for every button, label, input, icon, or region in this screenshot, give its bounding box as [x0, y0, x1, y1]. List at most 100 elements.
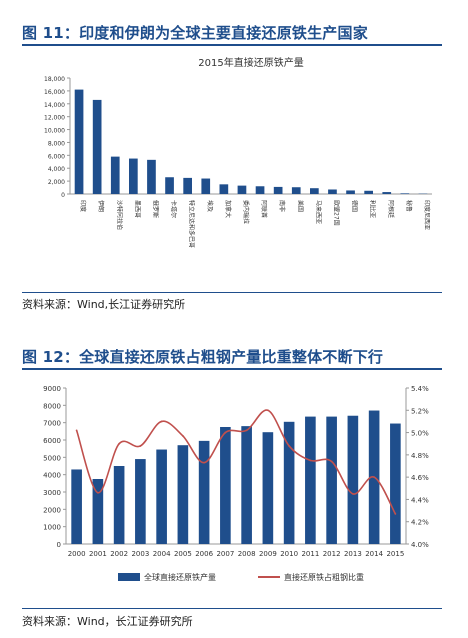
chart-dri-global-trend: 0 1000 2000 3000 4000 5000 6000 7000 8000 9000 4.0… — [43, 385, 429, 582]
chart-1-bar — [237, 185, 247, 194]
chart-2-x-label: 2015 — [386, 550, 404, 558]
chart-1-bar — [74, 89, 84, 194]
chart-1-bar — [219, 184, 229, 194]
chart-1-bar — [129, 158, 138, 194]
chart-1-y-tick-label: 8,000 — [48, 140, 65, 147]
chart-1-x-label: 特立尼达和多巴哥 — [188, 200, 196, 248]
chart-1-x-label: 德国 — [351, 200, 359, 212]
figure-11-source: 资料来源：Wind,长江证券研究所 — [22, 298, 186, 311]
chart-2-bar — [135, 459, 146, 544]
chart-1-x-label: 欧盟27国 — [332, 200, 340, 226]
chart-2-bar — [305, 416, 316, 544]
chart-1-y-tick-label: 4,000 — [48, 166, 65, 173]
chart-2-right-tick-label: 4.4% — [411, 496, 429, 504]
chart-2-legend-bar-label: 全球直接还原铁产量 — [144, 572, 216, 582]
chart-2-right-tick-label: 5.4% — [411, 385, 429, 393]
figure-12-title: 图 12：全球直接还原铁占粗钢产量比重整体不断下行 — [22, 348, 384, 366]
chart-2-left-tick-label: 7000 — [43, 420, 61, 428]
chart-2-x-label: 2008 — [238, 550, 256, 558]
chart-2-ratio-point — [288, 445, 291, 447]
chart-1-bar — [328, 189, 337, 194]
chart-2-bar — [262, 432, 274, 544]
chart-2-left-tick-label: 2000 — [43, 506, 61, 514]
chart-1-bar — [201, 178, 211, 194]
chart-2-bar — [347, 415, 359, 544]
chart-1-bar — [310, 188, 319, 194]
chart-2-ratio-point — [118, 442, 121, 445]
chart-2-bar — [71, 469, 82, 544]
chart-1-x-label: 沙特阿拉伯 — [115, 200, 123, 230]
chart-2-x-label: 2009 — [259, 550, 277, 558]
chart-1-bar — [273, 186, 283, 194]
chart-2-ratio-point — [309, 459, 312, 462]
chart-1-x-label: 美国 — [296, 200, 304, 212]
chart-2-ratio-point — [224, 431, 227, 434]
chart-2-x-label: 2007 — [216, 550, 234, 558]
chart-2-ratio-point — [160, 420, 163, 423]
chart-2-ratio-point — [266, 409, 269, 412]
chart-2-ratio-point — [373, 476, 376, 479]
chart-2-x-label: 2005 — [174, 550, 192, 558]
chart-1-x-label: 秘鲁 — [405, 200, 413, 212]
chart-1-x-label: 伊朗 — [97, 200, 105, 212]
chart-2-x-label: 2000 — [68, 550, 86, 558]
chart-2-bar — [220, 427, 231, 544]
chart-2-bar — [241, 426, 252, 544]
chart-1-x-label: 南非 — [278, 200, 286, 212]
chart-1-bar — [346, 190, 355, 194]
chart-2-left-tick-label: 4000 — [43, 472, 61, 480]
chart-2-ratio-point — [203, 461, 206, 464]
chart-1-bar — [400, 193, 410, 194]
chart-1-x-label: 印度 — [79, 200, 87, 212]
chart-1-x-label: 利比亚 — [369, 200, 377, 218]
chart-1-y-tick-label: 10,000 — [44, 128, 65, 135]
chart-2-right-tick-label: 4.8% — [411, 452, 429, 460]
chart-2-x-label: 2004 — [153, 550, 171, 558]
chart-2-bar — [326, 416, 337, 544]
chart-2-ratio-point — [351, 492, 354, 495]
chart-1-bar — [382, 192, 392, 194]
chart-2-left-tick-label: 8000 — [43, 402, 61, 410]
chart-1-y-tick-label: 6,000 — [48, 153, 65, 160]
chart-1-bar — [364, 190, 373, 194]
chart-2-left-tick-label: 5000 — [43, 454, 61, 462]
chart-2-x-label: 2010 — [280, 550, 298, 558]
chart-2-x-label: 2014 — [365, 550, 383, 558]
chart-2-right-tick-label: 4.0% — [411, 541, 429, 549]
chart-1-x-label: 加拿大 — [224, 200, 232, 218]
chart-2-ratio-point — [394, 513, 397, 515]
chart-2-ratio-point — [75, 429, 78, 432]
chart-1-y-tick-label: 0 — [61, 192, 65, 199]
chart-1-bar — [183, 177, 192, 194]
chart-2-legend-bar-swatch — [118, 573, 140, 581]
chart-2-x-label: 2002 — [110, 550, 128, 558]
chart-1-x-label: 印度尼西亚 — [423, 200, 431, 230]
chart-2-ratio-point — [181, 435, 184, 437]
chart-1-y-tick-label: 14,000 — [44, 102, 65, 109]
chart-2-right-tick-label: 5.2% — [411, 407, 429, 415]
chart-1-y-tick-label: 12,000 — [44, 115, 65, 122]
chart-2-bar — [113, 466, 125, 544]
chart-2-legend-line-label: 直接还原铁占粗钢比重 — [284, 572, 364, 582]
chart-1-x-label: 墨西哥 — [133, 200, 140, 218]
figure-12-source: 资料来源：Wind，长江证券研究所 — [22, 615, 193, 628]
figure-12-top-rule — [22, 368, 442, 370]
chart-1-x-label: 卡塔尔 — [170, 200, 178, 218]
chart-2-left-tick-label: 1000 — [43, 524, 61, 532]
chart-1-bar — [110, 156, 120, 194]
chart-2-bar — [92, 479, 104, 544]
chart-2-bar — [390, 423, 401, 544]
chart-2-left-tick-label: 9000 — [43, 385, 61, 393]
chart-2-right-tick-label: 4.2% — [411, 519, 429, 527]
chart-2-left-tick-label: 0 — [57, 541, 61, 549]
chart-2-x-label: 2012 — [323, 550, 341, 558]
chart-2-right-tick-label: 4.6% — [411, 474, 429, 482]
chart-1-x-label: 阿根廷 — [387, 200, 395, 218]
chart-2-x-label: 2006 — [195, 550, 213, 558]
chart-2-ratio-point — [245, 429, 248, 432]
chart-1-x-label: 埃及 — [206, 200, 214, 212]
chart-2-x-label: 2013 — [344, 550, 362, 558]
chart-2-ratio-point — [96, 491, 99, 494]
chart-2-bar — [177, 445, 189, 544]
chart-2-x-label: 2011 — [301, 550, 319, 558]
